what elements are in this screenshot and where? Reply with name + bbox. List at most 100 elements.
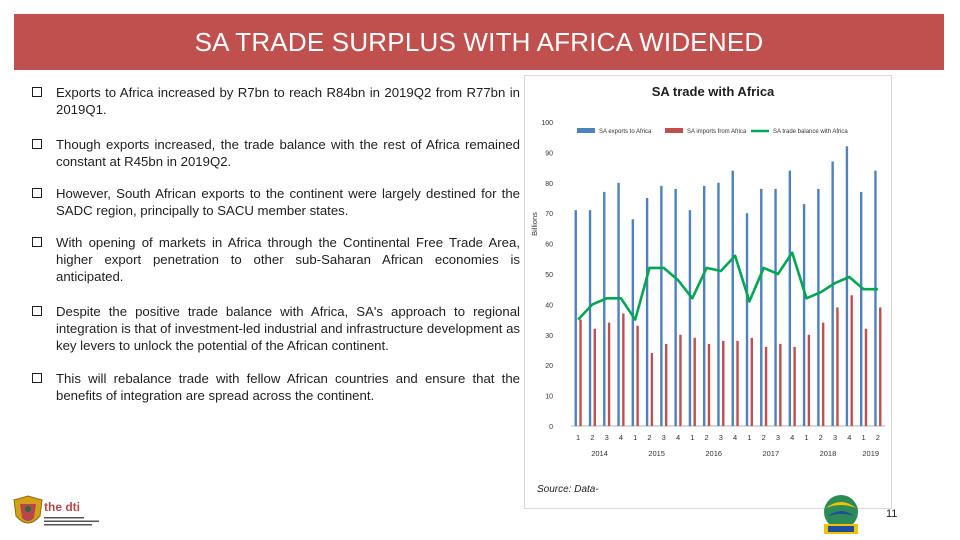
bullet-item: This will rebalance trade with fellow Af…: [32, 370, 520, 404]
x-year-label: 2015: [648, 449, 665, 458]
import-bar: [864, 328, 868, 426]
checkbox-bullet-icon: [32, 237, 42, 247]
slide-title-bar: SA TRADE SURPLUS WITH AFRICA WIDENED: [14, 14, 944, 70]
bullet-text: Though exports increased, the trade bala…: [56, 137, 520, 169]
import-bar: [636, 325, 639, 426]
export-bar: [645, 198, 649, 426]
legend-label: SA imports from Africa: [687, 129, 747, 135]
x-quarter-label: 1: [576, 433, 580, 442]
x-quarter-label: 4: [619, 433, 623, 442]
x-quarter-label: 1: [633, 433, 637, 442]
export-bar: [760, 188, 763, 426]
y-tick-label: 90: [545, 150, 553, 157]
export-bar: [702, 185, 706, 426]
bullet-text: This will rebalance trade with fellow Af…: [56, 371, 520, 403]
x-quarter-label: 1: [747, 433, 751, 442]
import-bar: [693, 337, 696, 426]
export-bar: [660, 185, 663, 426]
x-year-label: 2019: [862, 449, 879, 458]
x-year-label: 2014: [591, 449, 608, 458]
export-bar: [574, 210, 577, 426]
x-quarter-label: 2: [590, 433, 594, 442]
x-quarter-label: 1: [690, 433, 694, 442]
import-bar: [779, 343, 782, 426]
import-bar: [850, 295, 853, 426]
bullet-text: With opening of markets in Africa throug…: [56, 235, 520, 284]
import-bar: [664, 343, 668, 426]
export-bar: [688, 210, 692, 426]
x-quarter-label: 1: [862, 433, 866, 442]
bullet-text: Despite the positive trade balance with …: [56, 304, 521, 353]
coat-of-arms-icon: [13, 495, 43, 524]
x-quarter-label: 3: [719, 433, 723, 442]
export-bar: [859, 191, 863, 426]
bullet-item: Exports to Africa increased by R7bn to r…: [32, 84, 520, 118]
export-bar: [588, 210, 592, 426]
export-bar: [845, 146, 849, 426]
export-bar: [717, 182, 720, 426]
export-bar: [831, 161, 834, 426]
legend-label: SA exports to Africa: [599, 129, 652, 135]
export-bar: [674, 188, 677, 426]
x-quarter-label: 2: [762, 433, 766, 442]
x-quarter-label: 3: [662, 433, 666, 442]
import-bar: [821, 322, 825, 426]
import-bar: [750, 337, 754, 426]
trade-chart: 0 10 20 30 40 50 60 70 80 90 100 Billions 1 2 3 4 1 2 3 4 1 2…: [530, 120, 885, 458]
ndp-logo-icon: [824, 495, 858, 534]
bullet-item: However, South African exports to the co…: [32, 185, 520, 219]
source-note: Source: Data-: [537, 484, 599, 495]
import-bar: [736, 340, 739, 426]
chart-panel: SA trade with Africa 0 10 20 30 40 50 60 70 80 90…: [524, 75, 892, 509]
x-quarter-label: 4: [676, 433, 680, 442]
dti-logo-text: the dti: [44, 500, 80, 514]
export-bar: [731, 170, 734, 426]
export-bar: [603, 191, 606, 426]
slide-title: SA TRADE SURPLUS WITH AFRICA WIDENED: [194, 26, 764, 57]
import-bar: [764, 346, 768, 426]
y-tick-label: 10: [545, 394, 553, 401]
y-tick-label: 0: [549, 424, 553, 431]
y-tick-label: 30: [545, 333, 553, 340]
export-bar: [817, 188, 820, 426]
x-quarter-label: 2: [819, 433, 823, 442]
legend-swatch: [665, 128, 683, 133]
checkbox-bullet-icon: [32, 188, 42, 198]
legend-swatch: [577, 128, 595, 133]
export-bar: [802, 204, 806, 426]
legend-label: SA trade balance with Africa: [773, 129, 848, 135]
import-bar: [722, 340, 725, 426]
y-tick-label: 80: [545, 181, 553, 188]
y-tick-label: 50: [545, 272, 553, 279]
import-bar: [607, 322, 611, 426]
x-quarter-label: 3: [833, 433, 837, 442]
import-bar: [807, 334, 811, 426]
x-quarter-label: 2: [876, 433, 880, 442]
export-bar: [745, 213, 749, 426]
y-tick-label: 60: [545, 242, 553, 249]
import-bar: [579, 319, 582, 426]
import-bar: [836, 307, 839, 426]
x-quarter-label: 3: [776, 433, 780, 442]
bullet-text: However, South African exports to the co…: [56, 186, 520, 218]
checkbox-bullet-icon: [32, 87, 42, 97]
x-quarter-label: 4: [733, 433, 737, 442]
chart-title: SA trade with Africa: [651, 84, 775, 99]
import-bar: [879, 307, 882, 426]
x-quarter-label: 2: [647, 433, 651, 442]
bullet-item: Despite the positive trade balance with …: [32, 303, 520, 354]
bullet-item: With opening of markets in Africa throug…: [32, 234, 520, 285]
y-tick-label: 20: [545, 363, 553, 370]
export-bar: [874, 170, 877, 426]
y-tick-label: 100: [541, 120, 553, 127]
y-tick-label: 70: [545, 211, 553, 218]
x-quarter-label: 1: [804, 433, 808, 442]
bullet-item: Though exports increased, the trade bala…: [32, 136, 520, 170]
x-year-label: 2018: [820, 449, 837, 458]
x-quarter-label: 2: [705, 433, 709, 442]
import-bar: [707, 343, 711, 426]
checkbox-bullet-icon: [32, 306, 42, 316]
checkbox-bullet-icon: [32, 373, 42, 383]
x-quarter-label: 3: [605, 433, 609, 442]
x-year-label: 2017: [762, 449, 779, 458]
